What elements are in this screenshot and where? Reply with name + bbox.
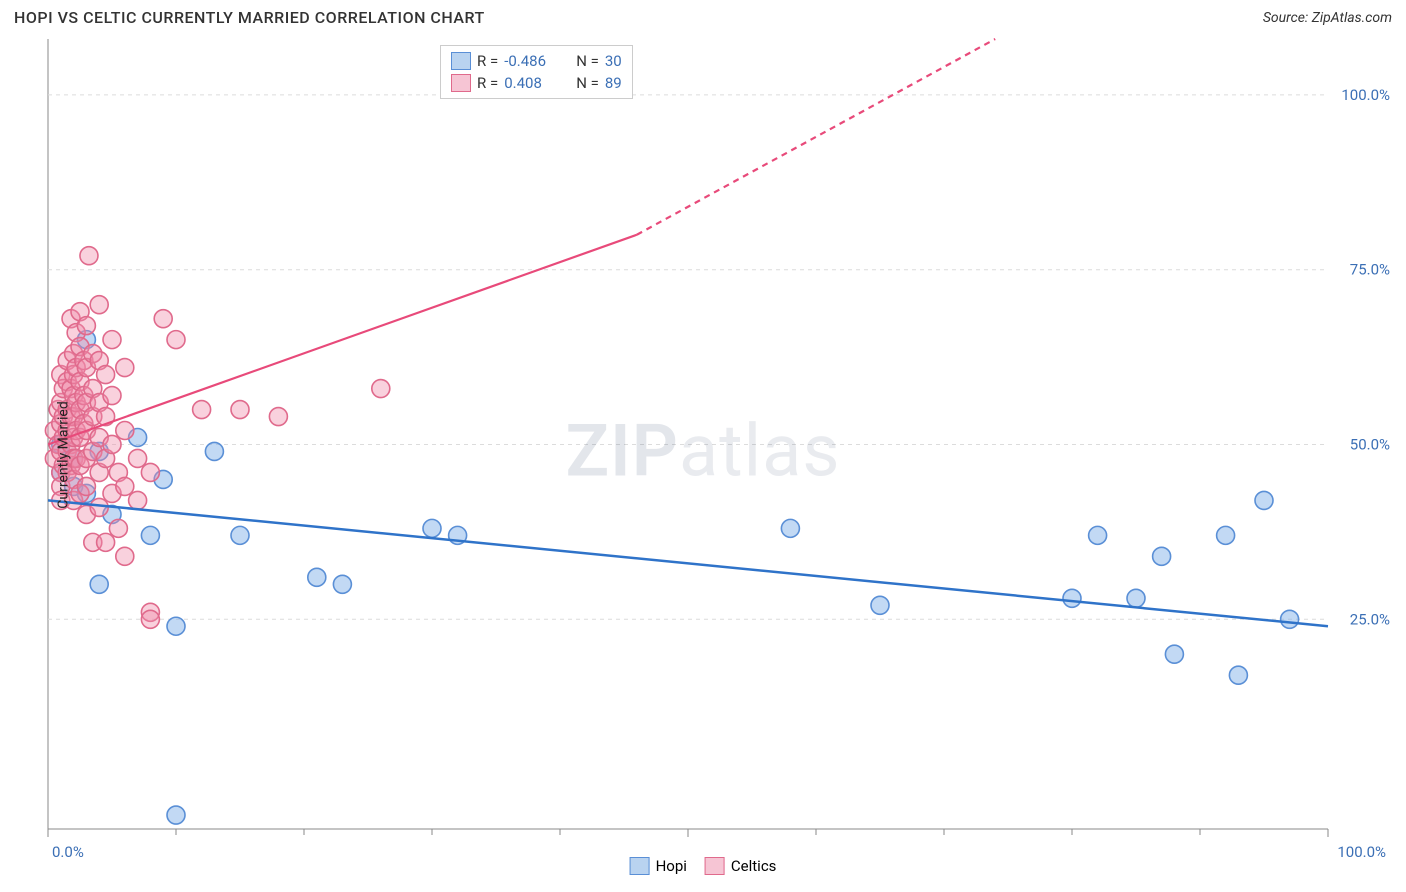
svg-text:0.0%: 0.0% — [52, 843, 84, 861]
legend-item: Hopi — [630, 857, 687, 875]
chart-area: Currently Married ZIPatlas 25.0%50.0%75.… — [0, 31, 1406, 879]
swatch-icon — [705, 857, 725, 875]
svg-text:100.0%: 100.0% — [1337, 843, 1386, 861]
svg-text:50.0%: 50.0% — [1350, 435, 1390, 453]
swatch-icon — [451, 74, 471, 92]
swatch-icon — [451, 52, 471, 70]
svg-text:100.0%: 100.0% — [1341, 86, 1390, 104]
scatter-svg: 25.0% 50.0% 75.0% 100.0% 0.0% 100.0% — [0, 31, 1406, 879]
swatch-icon — [630, 857, 650, 875]
source-credit: Source: ZipAtlas.com — [1263, 10, 1392, 26]
svg-text:75.0%: 75.0% — [1350, 261, 1390, 279]
legend-label: Celtics — [731, 857, 777, 875]
legend-label: Hopi — [656, 857, 687, 875]
stats-row: R = 0.408N =89 — [451, 72, 622, 94]
svg-text:25.0%: 25.0% — [1350, 610, 1390, 628]
stats-row: R =-0.486N =30 — [451, 50, 622, 72]
bottom-legend: Hopi Celtics — [630, 857, 777, 875]
stats-legend-box: R =-0.486N =30R = 0.408N =89 — [440, 45, 633, 99]
y-axis-label: Currently Married — [56, 401, 72, 508]
legend-item: Celtics — [705, 857, 777, 875]
chart-title: HOPI VS CELTIC CURRENTLY MARRIED CORRELA… — [14, 8, 485, 27]
